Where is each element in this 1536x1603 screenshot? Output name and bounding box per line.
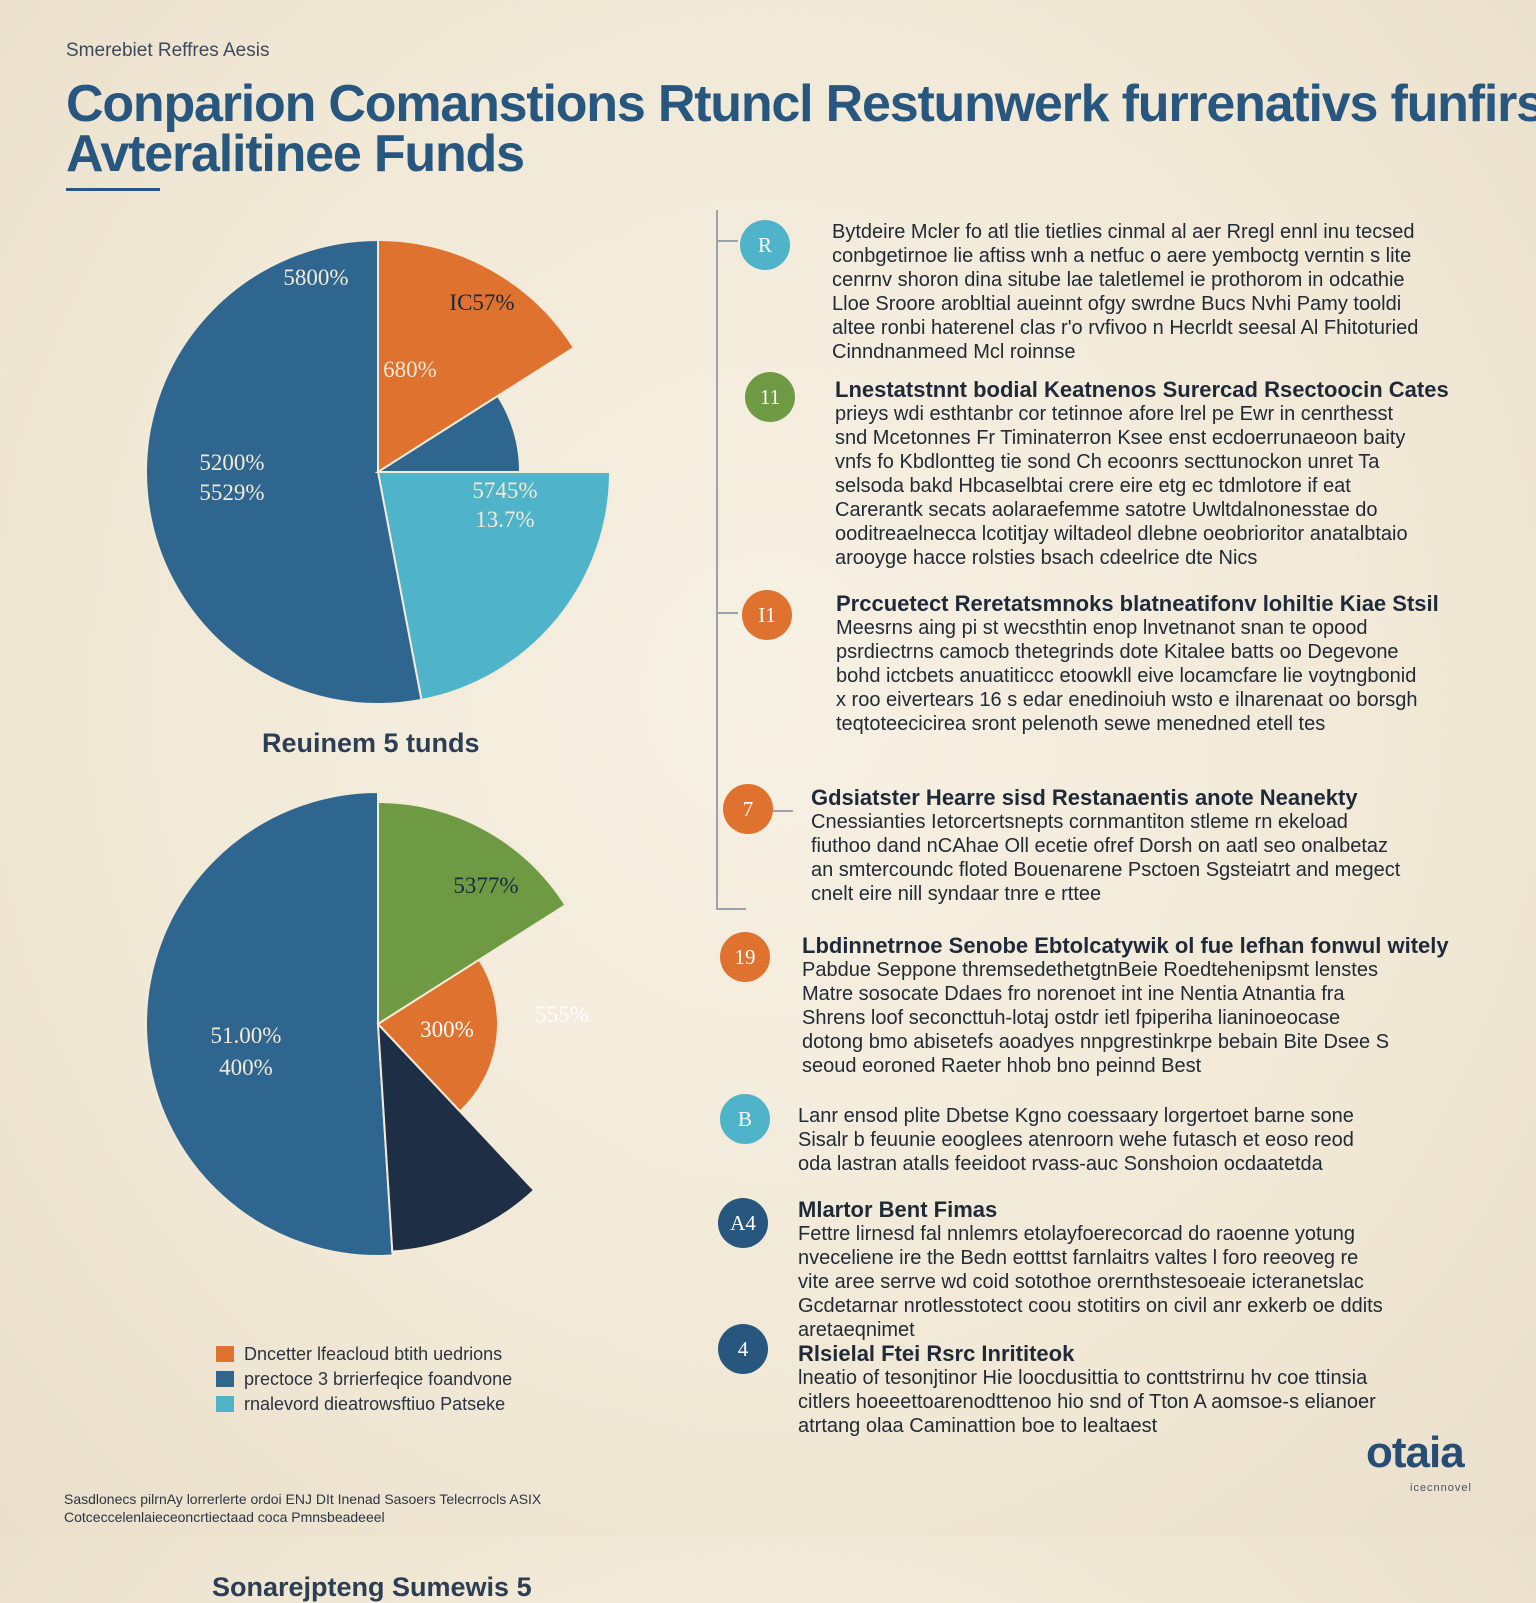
timeline-connector [716, 908, 746, 910]
step-5-body: Pabdue Seppone thremsedethetgtnBeie Roed… [802, 959, 1390, 1077]
step-5-badge: 19 [720, 932, 770, 982]
step-7-text: Mlartor Bent Fimas Fettre lirnesd fal nn… [798, 1198, 1388, 1342]
step-2-badge: 11 [745, 372, 795, 422]
pie-1-label-teal-b: 13.7% [475, 507, 534, 532]
pie-1-label-orange: 5800% [283, 265, 348, 290]
legend-label: rnalevord dieatrowsftiuo Patseke [244, 1393, 506, 1414]
pie-1-slices [145, 238, 612, 705]
timeline-line [716, 210, 718, 910]
step-1-body: Bytdeire Mcler fo atl tlie tietlies cinm… [832, 221, 1419, 363]
step-1-badge: R [740, 220, 790, 270]
legend: Dncetter lfeacloud btith uedrions precto… [216, 1343, 512, 1418]
pie-2-slice-4 [144, 790, 394, 1257]
legend-swatch-blue [216, 1371, 234, 1387]
legend-swatch-teal [216, 1396, 234, 1412]
step-4-badge: 7 [723, 784, 773, 834]
pie-2-label-blue-a: 51.00% [211, 1023, 282, 1048]
pie-chart-2: 5377% 555% 300% 51.00% 400% [144, 790, 589, 1257]
step-7-badge: A4 [718, 1198, 768, 1248]
step-8-body: lneatio of tesonjtinor Hie loocdusittia … [798, 1367, 1376, 1437]
brand-tagline: icecnnovel [1410, 1482, 1472, 1494]
pie-2-label-orange: 555% [535, 1002, 589, 1027]
title-underline [66, 188, 160, 191]
pie-2-slices [144, 790, 567, 1257]
step-8-heading: Rlsielal Ftei Rsrc Inrititeok [798, 1341, 1075, 1366]
timeline-connector [716, 612, 738, 614]
step-5-heading: Lbdinnetrnoe Senobe Ebtolcatywik ol fue … [802, 933, 1449, 958]
legend-label: Dncetter lfeacloud btith uedrions [244, 1343, 503, 1364]
step-4-heading: Gdsiatster Hearre sisd Restanaentis anot… [811, 785, 1358, 810]
pie-2-slice-3 [376, 1021, 536, 1253]
footnote: Sasdlonecs pilrnAy lorrerlerte ordoi ENJ… [64, 1491, 542, 1525]
pie-1-slice-1 [377, 238, 576, 474]
step-6-text: Lanr ensod plite Dbetse Kgno coessaary l… [798, 1104, 1388, 1176]
pie-2-label-dark-navy: 300% [420, 1017, 474, 1042]
step-4-body: Cnessianties Ietorcertsnepts cornmantito… [811, 811, 1401, 905]
step-2-body: prieys wdi esthtanbr cor tetinnoe afore … [835, 403, 1408, 569]
pie-1-slice-3 [376, 471, 612, 702]
page-title-line-2: Avteralitinee Funds [66, 125, 525, 183]
pie-1-label-orange-upper: IC57% [449, 290, 514, 315]
step-4-text: Gdsiatster Hearre sisd Restanaentis anot… [811, 786, 1401, 906]
kicker-text: Smerebiet Reffres Aesis [66, 40, 270, 61]
step-6-body: Lanr ensod plite Dbetse Kgno coessaary l… [798, 1105, 1354, 1175]
pie-1-slice-2 [374, 394, 522, 473]
step-8-text: Rlsielal Ftei Rsrc Inrititeok lneatio of… [798, 1342, 1388, 1438]
step-1-text: Bytdeire Mcler fo atl tlie tietlies cinm… [832, 220, 1422, 364]
step-7-body: Fettre lirnesd fal nnlemrs etolayfoereco… [798, 1223, 1383, 1341]
pie-chart-1: 5800% IC57% 680% 5745% 13.7% 5200% 5529% [145, 238, 612, 705]
step-3-text: Prccuetect Reretatsmnoks blatneatifonv l… [836, 591, 1439, 736]
step-3-badge: I1 [742, 590, 792, 640]
legend-item: rnalevord dieatrowsftiuo Patseke [216, 1393, 512, 1415]
legend-item: prectoce 3 brrierfeqice foandvone [216, 1368, 512, 1390]
brand-logo: otaia [1366, 1428, 1465, 1477]
legend-label: prectoce 3 brrierfeqice foandvone [244, 1368, 513, 1389]
pie-2-slice-2 [376, 958, 499, 1113]
pie-1-label-inner-navy: 680% [383, 357, 437, 382]
step-3-heading: Prccuetect Reretatsmnoks blatneatifonv l… [836, 591, 1439, 616]
pie-1-caption: Reuinem 5 tunds [262, 728, 480, 758]
step-6-badge: B [720, 1094, 770, 1144]
step-2-heading: Lnestatstnnt bodial Keatnenos Surercad R… [835, 377, 1449, 402]
step-2-text: Lnestatstnnt bodial Keatnenos Surercad R… [835, 377, 1449, 570]
step-3-body: Meesrns aing pi st wecsthtin enop lnvetn… [836, 617, 1418, 735]
legend-item: Dncetter lfeacloud btith uedrions [216, 1343, 512, 1365]
pie-2-slice-1 [377, 800, 567, 1026]
step-7-heading: Mlartor Bent Fimas [798, 1197, 998, 1222]
pie-1-label-blue-b: 5529% [199, 480, 264, 505]
pie-2-label-blue-b: 400% [219, 1055, 273, 1080]
timeline-connector [716, 240, 738, 242]
pie-2-caption-text: Sonarejpteng Sumewis 5 [212, 1572, 532, 1602]
pie-1-label-teal-a: 5745% [472, 478, 537, 503]
pie-1-slice-4 [145, 238, 423, 705]
page-title-line-1: Conparion Comanstions Rtuncl Restunwerk … [66, 75, 1536, 133]
pie-1-label-blue-a: 5200% [199, 450, 264, 475]
pie-2-label-green: 5377% [453, 873, 518, 898]
legend-swatch-orange [216, 1346, 234, 1362]
step-5-text: Lbdinnetrnoe Senobe Ebtolcatywik ol fue … [802, 933, 1449, 1078]
step-8-badge: 4 [718, 1324, 768, 1374]
